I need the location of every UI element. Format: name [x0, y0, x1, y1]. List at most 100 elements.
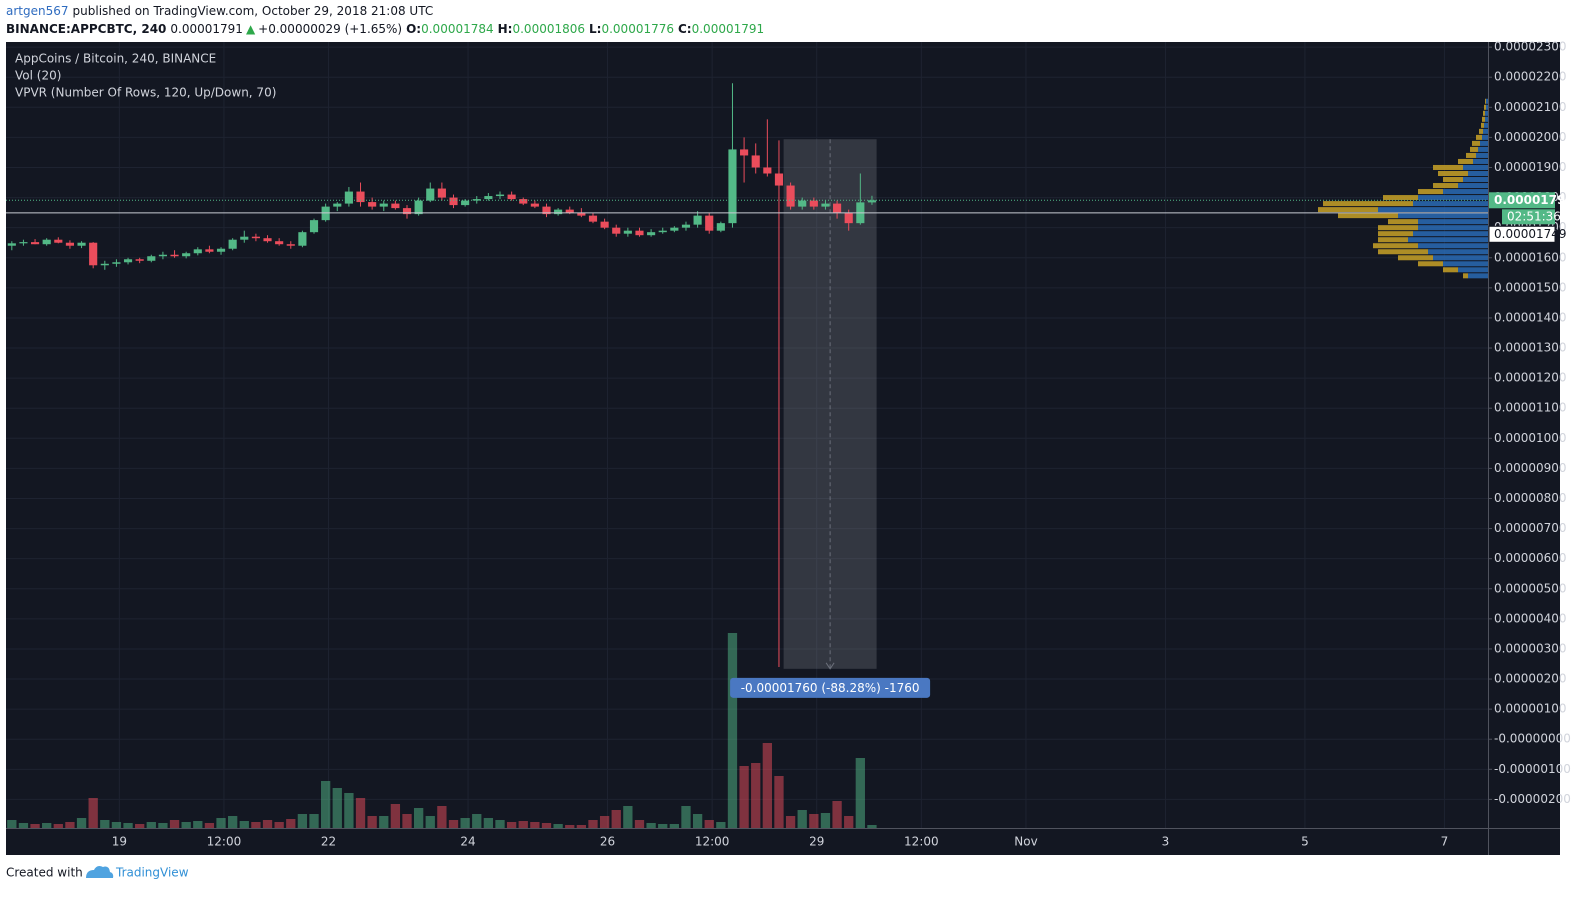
candle-body	[147, 256, 156, 261]
y-tick-label: 0.00002000	[1494, 130, 1567, 144]
volume-bar	[181, 822, 191, 828]
header-line-2: BINANCE:APPCBTC, 240 0.00001791 ▲ +0.000000…	[6, 22, 764, 36]
vpvr-down	[1443, 177, 1463, 183]
candle-body	[123, 259, 133, 263]
low-label: L:	[589, 22, 601, 36]
volume-bar	[646, 823, 656, 828]
vpvr	[1318, 98, 1488, 279]
volume-bar	[262, 820, 273, 828]
candle-body	[472, 199, 481, 201]
vpvr-down	[1378, 249, 1428, 255]
vpvr-down	[1438, 170, 1468, 177]
author-link[interactable]: artgen567	[6, 4, 69, 18]
volume-bar	[251, 822, 261, 828]
volume-bar	[506, 822, 517, 828]
candle-body	[414, 200, 423, 215]
vpvr-down	[1318, 207, 1378, 213]
y-tick-label: 0.00001300	[1494, 341, 1567, 355]
indicator-label: VPVR (Number Of Rows, 120, Up/Down, 70)	[15, 86, 276, 100]
vpvr-down	[1481, 122, 1484, 128]
vpvr-down	[1482, 116, 1485, 122]
volume-bar	[30, 824, 40, 828]
vpvr-up	[1418, 219, 1488, 225]
candle-body	[763, 167, 772, 174]
volume-bar	[297, 814, 308, 828]
vpvr-up	[1463, 164, 1488, 170]
y-tick-label: 0.00001900	[1494, 160, 1567, 174]
vpvr-down	[1463, 273, 1468, 279]
vpvr-up	[1480, 140, 1488, 146]
volume-bar	[553, 824, 563, 828]
vpvr-down	[1476, 134, 1482, 140]
footer-brand[interactable]: TradingView	[115, 866, 189, 880]
volume-bar	[111, 822, 122, 828]
y-tick-label: -0.00000200	[1494, 792, 1571, 806]
candle-body	[670, 227, 679, 231]
candle-body	[170, 254, 179, 257]
candle-body	[100, 263, 109, 266]
volume-bar	[7, 820, 17, 828]
volume-bar	[367, 816, 377, 828]
vpvr-up	[1443, 189, 1488, 195]
volume-bar	[390, 804, 401, 828]
volume-bar	[669, 824, 680, 828]
vpvr-down	[1378, 237, 1408, 243]
countdown-label: 02:51:36	[1507, 209, 1561, 223]
vpvr-down	[1458, 158, 1473, 164]
volume-bar	[530, 822, 540, 828]
volume-bar	[18, 823, 29, 828]
volume-bar	[100, 820, 110, 828]
tradingview-logo[interactable]	[86, 866, 114, 878]
high-value: 0.00001806	[512, 22, 585, 36]
volume-bar	[460, 818, 470, 828]
y-tick-label: 0.00002200	[1494, 70, 1567, 84]
volume-bar	[274, 822, 284, 828]
change-arrow: ▲	[246, 22, 256, 36]
last-price-label: 0.00001791	[1494, 193, 1574, 207]
header-line-1: artgen567 published on TradingView.com, O…	[6, 4, 433, 18]
x-tick-label: 26	[600, 835, 615, 849]
candle-body	[705, 215, 714, 231]
candle-body	[42, 239, 51, 245]
candle-body	[740, 149, 749, 156]
candle-body	[391, 203, 400, 209]
close-value: 0.00001791	[692, 22, 765, 36]
vpvr-up	[1398, 213, 1488, 219]
volume-bar	[599, 816, 610, 828]
volume-bar	[867, 825, 877, 828]
x-tick-label: 12:00	[695, 835, 730, 849]
vpvr-up	[1482, 134, 1488, 140]
volume-bar	[88, 798, 98, 828]
volume-bar	[123, 823, 133, 828]
candle-body	[309, 220, 319, 233]
candle-body	[193, 249, 202, 254]
candle-body	[751, 155, 760, 168]
vpvr-up	[1418, 195, 1488, 201]
volume-bar	[76, 818, 87, 828]
volume	[7, 633, 877, 828]
x-tick-label: 7	[1441, 835, 1449, 849]
candle-body	[449, 197, 458, 206]
candle-body	[647, 232, 656, 236]
axes: 19 12:00 22 24 26 12:00 29 12:00 Nov 3 5 7 0.0000230…	[6, 40, 1574, 849]
y-tick-label: 0.00000700	[1494, 521, 1567, 535]
y-tick-label: 0.00001100	[1494, 401, 1567, 415]
vpvr-up	[1433, 255, 1488, 261]
candle-body	[298, 232, 307, 246]
candle-body	[158, 254, 167, 257]
y-tick-label: 0.00000100	[1494, 702, 1567, 716]
y-tick-label: 0.00000200	[1494, 672, 1567, 686]
candle-body	[182, 253, 191, 257]
y-tick-label: 0.00001500	[1494, 280, 1567, 294]
y-tick-label: 0.00002300	[1494, 40, 1567, 54]
candle-body	[658, 230, 667, 233]
footer-created: Created with	[6, 866, 83, 880]
vpvr-up	[1473, 158, 1488, 164]
vpvr-down	[1388, 219, 1418, 225]
y-tick-label: 0.00002100	[1494, 100, 1567, 114]
candle-body	[809, 200, 818, 207]
volume-bar	[809, 814, 819, 828]
candle-body	[437, 188, 446, 198]
crosshair-box	[1488, 225, 1556, 243]
volume-bar	[739, 766, 749, 828]
